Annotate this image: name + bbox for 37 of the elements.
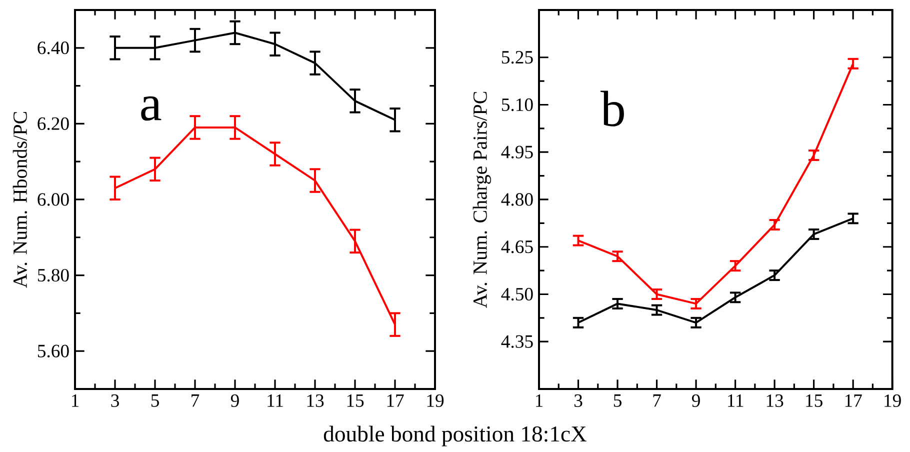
y-tick-label: 4.95	[501, 146, 533, 158]
x-tick-label: 9	[230, 394, 239, 407]
x-axis-title: double bond position 18:1cX	[324, 426, 587, 446]
y-tick-label: 5.80	[38, 268, 69, 282]
annotation: a	[141, 96, 162, 121]
y-tick-label: 5.60	[38, 344, 69, 358]
x-tick-label: 11	[728, 394, 744, 407]
x-tick-label: 15	[806, 394, 822, 407]
y-axis-title: Av. Num. Hbonds/PC	[12, 112, 28, 288]
y-tick-label: 6.40	[38, 42, 69, 54]
y-tick-label: 4.65	[501, 240, 533, 254]
y-tick-label: 5.10	[502, 98, 533, 112]
x-tick-label: 11	[268, 394, 283, 407]
y-tick-label: 6.00	[38, 193, 69, 206]
annotation: b	[600, 90, 624, 126]
x-tick-label: 15	[347, 394, 364, 407]
x-tick-label: 19	[884, 394, 901, 407]
x-tick-label: 17	[845, 394, 862, 407]
x-tick-label: 1	[536, 394, 543, 407]
x-tick-label: 17	[387, 394, 404, 407]
x-tick-label: 9	[692, 394, 700, 407]
x-tick-label: 3	[574, 394, 582, 407]
y-tick-label: 4.35	[501, 335, 533, 348]
x-tick-label: 13	[307, 394, 324, 407]
x-tick-label: 13	[766, 394, 784, 407]
x-tick-label: 3	[111, 394, 119, 407]
y-axis-title: Av. Num. Charge Pairs/PC	[472, 92, 491, 308]
x-tick-label: 7	[192, 394, 200, 407]
y-tick-label: 4.80	[501, 193, 533, 206]
y-tick-label: 4.50	[501, 288, 533, 301]
x-tick-label: 5	[151, 394, 159, 407]
x-tick-label: 7	[653, 394, 661, 407]
x-tick-label: 5	[614, 394, 622, 407]
x-tick-label: 19	[427, 394, 444, 407]
x-tick-label: 1	[72, 394, 79, 407]
y-tick-label: 5.25	[502, 51, 533, 64]
y-tick-label: 6.20	[38, 117, 69, 130]
